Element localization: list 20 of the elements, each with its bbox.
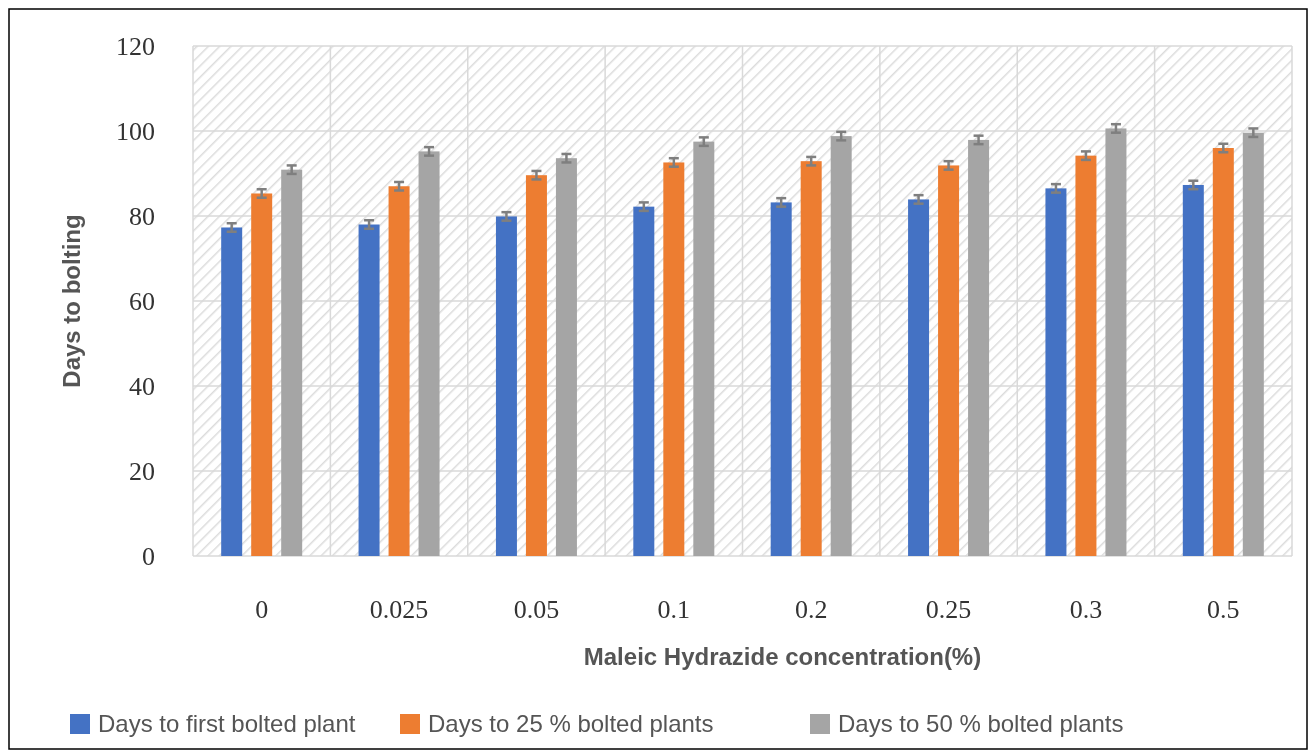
x-tick-label: 0.25 (925, 595, 972, 624)
x-tick-label: 0.05 (513, 595, 560, 624)
x-tick-label: 0.2 (794, 595, 828, 624)
x-tick-label: 0.025 (369, 595, 429, 624)
y-tick-label: 40 (129, 372, 155, 402)
y-tick-label: 100 (116, 117, 155, 147)
x-tick-label: 0.3 (1069, 595, 1103, 624)
legend-label: Days to 25 % bolted plants (428, 710, 714, 738)
y-axis-title: Days to bolting (58, 214, 85, 388)
x-tick-label: 0.1 (657, 595, 691, 624)
y-tick-label: 80 (129, 202, 155, 232)
y-tick-label: 60 (129, 287, 155, 317)
y-tick-label: 20 (129, 457, 155, 487)
legend-label: Days to 50 % bolted plants (838, 710, 1124, 738)
x-tick-label: 0 (255, 595, 269, 624)
x-axis-title: Maleic Hydrazide concentration(%) (583, 643, 982, 670)
y-tick-label: 120 (116, 32, 155, 62)
y-tick-label: 0 (142, 542, 155, 572)
legend-label: Days to first bolted plant (98, 710, 356, 738)
x-tick-label: 0.5 (1207, 595, 1240, 624)
